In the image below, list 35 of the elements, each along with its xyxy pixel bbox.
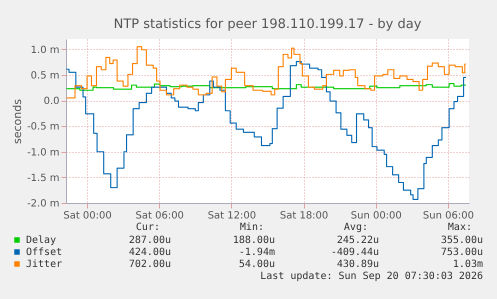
text: 54.00u [238,259,275,270]
y-tick-label: -2.0 m [27,198,60,210]
x-tick-label: Sat 06:00 [136,210,184,222]
text: 287.00u [128,235,171,246]
text: -1.94m [238,247,275,258]
text: Avg: [344,222,368,233]
text: 245.22u [336,235,379,246]
legend-label: Delay [26,235,56,246]
chart-title: NTP statistics for peer 198.110.199.17 - by day [114,17,422,32]
y-tick-label: 0.0 [44,96,60,107]
x-tick-label: Sun 00:00 [350,210,402,222]
legend-label: Offset [26,247,62,258]
x-tick-label: Sat 12:00 [208,210,256,222]
y-tick-label: -0.5 m [27,122,60,133]
y-tick-label: -1.0 m [27,147,60,158]
x-tick-label: Sat 18:00 [280,210,328,222]
y-axis-title: seconds [11,98,24,144]
text: Max: [448,222,472,233]
x-tick-label: Sat 00:00 [63,210,112,222]
y-tick-label: -1.5 m [27,172,60,184]
text: Last update: Sun Sep 20 07:30:03 2026 [260,271,483,282]
text: 753.00u [440,247,483,258]
text: 702.00u [128,259,171,270]
text: Cur: [136,222,160,233]
text: 430.89u [336,259,379,270]
legend-label: Jitter [26,259,62,270]
y-tick-label: 0.5 m [30,70,60,82]
text: Min: [240,222,264,233]
text: 355.00u [440,235,483,246]
text: -409.44u [330,247,379,258]
y-tick-label: 1.0 m [30,44,60,56]
text: 424.00u [128,247,171,258]
text: 1.03m [452,259,483,270]
text: 188.00u [232,235,275,246]
x-tick-label: Sun 06:00 [422,210,474,222]
